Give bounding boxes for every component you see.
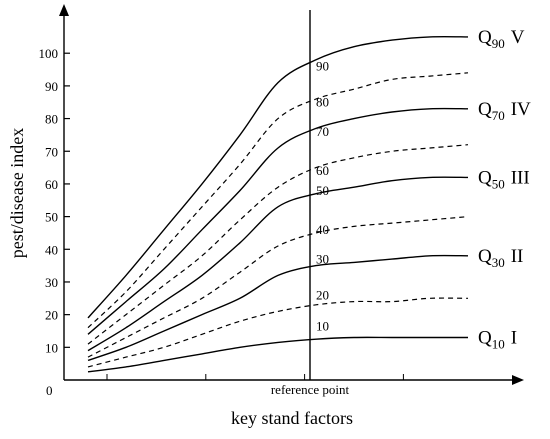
reference-value-label: 40 [316,222,329,237]
quantile-label-text: Q50 III [478,167,530,191]
reference-value-label: 30 [316,251,329,266]
y-tick-label: 30 [45,275,58,290]
y-tick-label: 20 [45,308,58,323]
quantile-label-q50: Q50 III [478,167,530,191]
reference-value-label: 20 [316,287,329,302]
y-tick-label: 10 [45,340,58,355]
reference-labels: 90 80 70 60 50 40 30 20 10 [316,59,329,334]
reference-value-label: 80 [316,95,329,110]
series-line-q60 [87,144,469,345]
series-line-q40 [87,216,469,358]
y-ticks: 10 20 30 40 50 60 70 80 90 100 [39,46,70,355]
quantile-label-q10: Q10 I [478,328,517,352]
quantile-label-text: Q10 I [478,328,517,352]
quantile-curves [87,35,469,373]
y-tick-label: 80 [45,112,58,127]
x-ticks [106,374,404,380]
reference-point-label: reference point [271,382,350,397]
y-tick-label: 50 [45,210,58,225]
y-axis-arrow [59,4,69,16]
y-axis-title: pest/disease index [7,128,27,258]
y-tick-label: 70 [45,144,58,159]
series-line-q50 [87,176,469,352]
series-line-q90 [87,35,469,319]
x-axis-title: key stand factors [231,408,353,428]
quantile-label-q30: Q30 II [478,246,523,270]
y-tick-label: 100 [39,46,59,61]
reference-value-label: 90 [316,59,329,74]
axes [59,4,524,385]
quantile-label-text: Q90 V [478,27,525,51]
reference-value-label: 50 [316,183,329,198]
x-axis-arrow [512,375,524,385]
quantile-label-q70: Q70 IV [478,99,531,123]
series-line-q10 [87,336,468,373]
y-tick-label: 60 [45,177,58,192]
y-tick-label: 40 [45,242,58,257]
reference-value-label: 10 [316,318,329,333]
quantile-labels: Q90 V Q70 IV Q50 III Q30 II Q10 I [478,27,531,352]
quantile-label-text: Q70 IV [478,99,531,123]
reference-value-label: 60 [316,163,329,178]
series-line-q30 [87,254,469,362]
quantile-label-text: Q30 II [478,246,523,270]
reference-value-label: 70 [316,124,329,139]
origin-label: 0 [46,383,53,398]
series-line-q20 [87,297,469,368]
quantile-label-q90: Q90 V [478,27,525,51]
series-line-q70 [87,107,469,335]
y-tick-label: 90 [45,79,58,94]
series-line-q80 [87,72,469,329]
